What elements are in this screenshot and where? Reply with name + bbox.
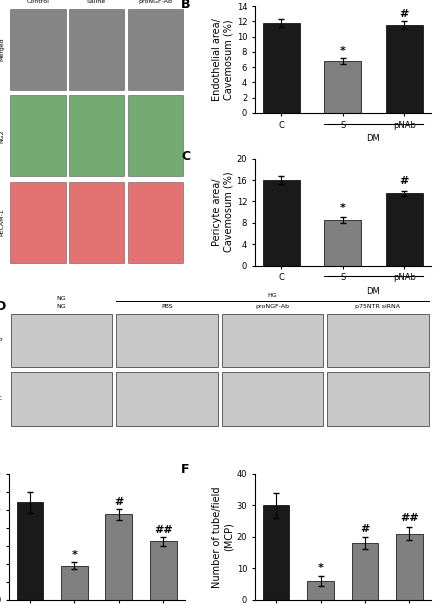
Text: #: # bbox=[398, 176, 408, 187]
Text: HG: HG bbox=[267, 293, 276, 298]
Bar bbox=[11, 372, 112, 425]
Text: C: C bbox=[181, 150, 190, 163]
Bar bbox=[395, 534, 422, 600]
Bar bbox=[10, 182, 66, 263]
Bar bbox=[105, 514, 132, 600]
Text: MCP: MCP bbox=[0, 338, 2, 343]
Text: *: * bbox=[317, 563, 323, 573]
Text: Saline: Saline bbox=[87, 0, 106, 4]
Bar bbox=[69, 95, 124, 176]
Text: p75NTR siRNA: p75NTR siRNA bbox=[355, 304, 399, 309]
Bar bbox=[262, 23, 299, 113]
Text: PECAM-1: PECAM-1 bbox=[0, 208, 4, 236]
Text: ##: ## bbox=[154, 525, 172, 535]
Bar bbox=[10, 8, 66, 90]
Bar bbox=[127, 95, 182, 176]
Text: NG: NG bbox=[56, 304, 66, 309]
Bar bbox=[116, 372, 217, 425]
Bar bbox=[385, 25, 422, 113]
Text: #: # bbox=[398, 9, 408, 19]
Bar bbox=[385, 193, 422, 265]
Text: #: # bbox=[114, 497, 123, 507]
Bar bbox=[69, 182, 124, 263]
Text: NG: NG bbox=[56, 296, 66, 301]
Text: Merged: Merged bbox=[0, 38, 4, 61]
Bar bbox=[326, 313, 427, 367]
Bar bbox=[221, 313, 322, 367]
Text: *: * bbox=[339, 203, 345, 213]
Text: B: B bbox=[181, 0, 190, 10]
Text: D: D bbox=[0, 299, 6, 313]
Bar bbox=[306, 581, 333, 600]
Bar bbox=[127, 8, 182, 90]
Text: Control: Control bbox=[26, 0, 49, 4]
Bar bbox=[116, 313, 217, 367]
Bar bbox=[262, 505, 289, 600]
Text: DM: DM bbox=[366, 135, 379, 144]
Text: #: # bbox=[359, 524, 369, 534]
Bar bbox=[351, 543, 378, 600]
Text: proNGF-Ab: proNGF-Ab bbox=[255, 304, 289, 309]
Text: *: * bbox=[339, 45, 345, 56]
Text: F: F bbox=[181, 464, 189, 476]
Bar bbox=[61, 565, 88, 600]
Text: proNGF-Ab: proNGF-Ab bbox=[138, 0, 172, 4]
Y-axis label: Endothelial area/
Cavemosum (%): Endothelial area/ Cavemosum (%) bbox=[212, 18, 233, 101]
Text: DM: DM bbox=[366, 287, 379, 296]
Bar bbox=[11, 313, 112, 367]
Bar bbox=[221, 372, 322, 425]
Bar bbox=[150, 541, 176, 600]
Bar bbox=[326, 372, 427, 425]
Text: PBS: PBS bbox=[161, 304, 172, 309]
Y-axis label: Pericyte area/
Cavemosum (%): Pericyte area/ Cavemosum (%) bbox=[212, 172, 233, 253]
Text: NG2: NG2 bbox=[0, 129, 4, 142]
Text: ##: ## bbox=[399, 513, 418, 522]
Text: *: * bbox=[71, 550, 77, 560]
Bar bbox=[262, 180, 299, 265]
Text: MCEC: MCEC bbox=[0, 396, 2, 401]
Bar bbox=[127, 182, 182, 263]
Bar bbox=[16, 502, 43, 600]
Bar bbox=[10, 95, 66, 176]
Bar bbox=[69, 8, 124, 90]
Bar bbox=[324, 220, 360, 265]
Y-axis label: Number of tube/field
(MCP): Number of tube/field (MCP) bbox=[212, 486, 233, 587]
Bar bbox=[324, 61, 360, 113]
